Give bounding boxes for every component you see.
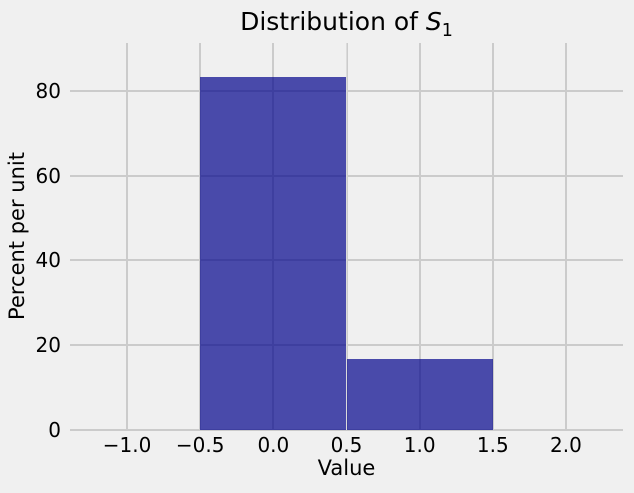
- y-axis-ticks: 0 20 40 60 80: [0, 43, 61, 442]
- y-tick-label: 20: [35, 333, 61, 358]
- chart-title-text: Distribution of: [240, 7, 426, 36]
- chart-title: Distribution of S1: [70, 7, 623, 40]
- histogram-bar: [346, 359, 493, 430]
- x-tick-label: −0.5: [175, 433, 225, 457]
- gridline-horizontal: [70, 89, 623, 92]
- gridline-horizontal: [70, 174, 623, 177]
- x-tick-label: 2.0: [550, 433, 582, 457]
- y-tick-label: 60: [35, 163, 61, 188]
- bar-seam: [346, 43, 347, 430]
- gridline-vertical: [491, 43, 494, 430]
- x-tick-label: 1.5: [476, 433, 509, 457]
- y-tick-label: 0: [48, 418, 61, 442]
- x-tick-label: 0.0: [257, 433, 290, 457]
- x-tick-label: −1.0: [102, 433, 152, 457]
- gridline-vertical: [345, 43, 348, 430]
- x-tick-label: 0.5: [330, 433, 363, 457]
- x-tick-label: 1.0: [403, 433, 436, 457]
- histogram-bar: [200, 76, 347, 430]
- gridline-horizontal: [70, 259, 623, 262]
- chart-title-variable: S: [425, 7, 442, 36]
- chart-title-subscript: 1: [441, 21, 453, 41]
- y-tick-label: 40: [35, 248, 61, 273]
- gridline-vertical: [418, 43, 421, 430]
- gridline-horizontal: [70, 429, 623, 431]
- x-axis-label: Value: [317, 456, 376, 480]
- y-tick-label: 80: [35, 78, 61, 103]
- x-axis-ticks: −1.0 −0.5 0.0 0.5 1.0 1.5 2.0: [70, 433, 623, 457]
- gridline-vertical: [126, 43, 129, 430]
- plot-area: [70, 43, 623, 431]
- gridline-horizontal: [70, 344, 623, 347]
- gridline-vertical: [564, 43, 567, 430]
